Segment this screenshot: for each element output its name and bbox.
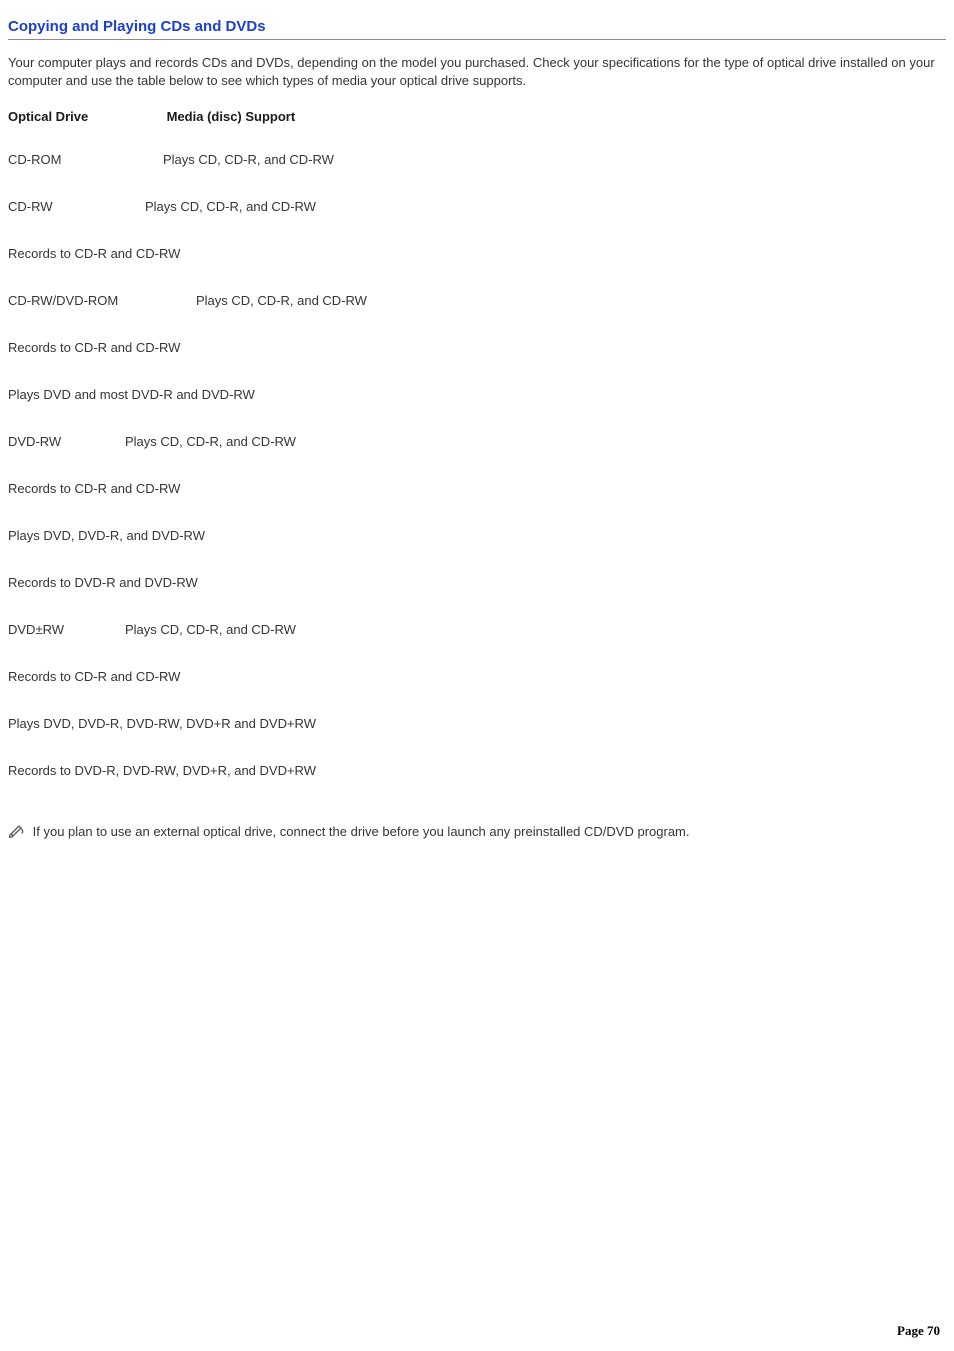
media-support-list: CD-ROMPlays CD, CD-R, and CD-RWCD-RWPlay… — [8, 152, 946, 778]
page-number-value: 70 — [927, 1323, 940, 1338]
table-header-row: Optical Drive Media (disc) Support — [8, 109, 946, 124]
support-text: Plays CD, CD-R, and CD-RW — [163, 152, 334, 167]
support-text: Records to CD-R and CD-RW — [8, 481, 180, 496]
list-item: CD-RWPlays CD, CD-R, and CD-RW — [8, 199, 946, 214]
drive-label: CD-RW — [8, 199, 145, 214]
support-text: Records to CD-R and CD-RW — [8, 340, 180, 355]
list-item: Records to CD-R and CD-RW — [8, 669, 946, 684]
list-item: DVD-RWPlays CD, CD-R, and CD-RW — [8, 434, 946, 449]
header-media-support: Media (disc) Support — [167, 109, 296, 124]
support-text: Records to DVD-R, DVD-RW, DVD+R, and DVD… — [8, 763, 316, 778]
list-item: CD-ROMPlays CD, CD-R, and CD-RW — [8, 152, 946, 167]
page-label: Page — [897, 1323, 924, 1338]
list-item: Records to CD-R and CD-RW — [8, 481, 946, 496]
drive-label: CD-RW/DVD-ROM — [8, 293, 196, 308]
drive-label: DVD±RW — [8, 622, 125, 637]
support-text: Records to CD-R and CD-RW — [8, 246, 180, 261]
support-text: Plays DVD and most DVD-R and DVD-RW — [8, 387, 255, 402]
list-item: Records to DVD-R, DVD-RW, DVD+R, and DVD… — [8, 763, 946, 778]
drive-label: DVD-RW — [8, 434, 125, 449]
list-item: CD-RW/DVD-ROMPlays CD, CD-R, and CD-RW — [8, 293, 946, 308]
list-item: Records to DVD-R and DVD-RW — [8, 575, 946, 590]
list-item: Plays DVD and most DVD-R and DVD-RW — [8, 387, 946, 402]
support-text: Records to CD-R and CD-RW — [8, 669, 180, 684]
page-number: Page 70 — [897, 1323, 940, 1339]
header-optical-drive: Optical Drive — [8, 109, 163, 124]
support-text: Plays CD, CD-R, and CD-RW — [196, 293, 367, 308]
section-title: Copying and Playing CDs and DVDs — [8, 18, 946, 40]
support-text: Plays CD, CD-R, and CD-RW — [125, 434, 296, 449]
support-text: Records to DVD-R and DVD-RW — [8, 575, 198, 590]
list-item: Records to CD-R and CD-RW — [8, 340, 946, 355]
support-text: Plays CD, CD-R, and CD-RW — [125, 622, 296, 637]
list-item: Plays DVD, DVD-R, DVD-RW, DVD+R and DVD+… — [8, 716, 946, 731]
support-text: Plays DVD, DVD-R, and DVD-RW — [8, 528, 205, 543]
support-text: Plays CD, CD-R, and CD-RW — [145, 199, 316, 214]
drive-label: CD-ROM — [8, 152, 163, 167]
list-item: DVD±RWPlays CD, CD-R, and CD-RW — [8, 622, 946, 637]
note-row: If you plan to use an external optical d… — [8, 824, 946, 841]
support-text: Plays DVD, DVD-R, DVD-RW, DVD+R and DVD+… — [8, 716, 316, 731]
intro-paragraph: Your computer plays and records CDs and … — [8, 54, 946, 89]
note-icon — [8, 824, 26, 841]
note-text: If you plan to use an external optical d… — [33, 824, 690, 839]
list-item: Plays DVD, DVD-R, and DVD-RW — [8, 528, 946, 543]
list-item: Records to CD-R and CD-RW — [8, 246, 946, 261]
